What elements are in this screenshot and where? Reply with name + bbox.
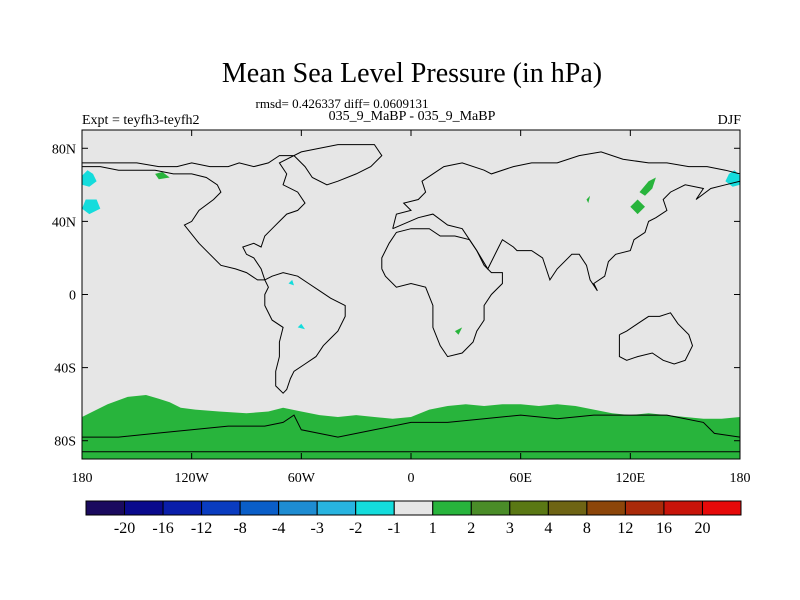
y-tick-label: 0 [69,289,76,304]
y-tick-label: 80S [54,435,76,450]
x-tick-label: 120E [616,471,646,486]
colorbar-swatch [162,500,203,516]
colorbar-swatch [663,500,703,516]
colorbar-label: -16 [152,520,173,537]
colorbar-label: 2 [467,520,475,537]
colorbar-label: -1 [388,520,401,537]
colorbar-swatch [509,500,549,516]
x-tick-label: 60E [509,471,532,486]
colorbar-swatch [470,500,511,516]
colorbar-swatch [355,500,395,516]
colorbar-swatch [201,500,241,516]
colorbar-swatch [85,500,126,516]
coastline-africa [381,228,503,358]
colorbar-label: 1 [429,520,437,537]
chart-right-label: DJF [718,113,742,128]
colorbar-swatch [239,500,280,516]
y-tick-label: 40S [54,362,76,377]
colorbar-label: -2 [349,520,362,537]
speckle-south-america [297,323,305,330]
colorbar-label: -20 [114,520,135,537]
y-tick-label: 80N [52,142,76,157]
chart-stats: rmsd= 0.426337 diff= 0.0609131 [256,96,429,111]
region-north-atlantic-positive [630,199,645,215]
colorbar-label: 12 [617,520,633,537]
region-east-asia-positive [639,177,656,196]
x-tick-label: 180 [730,471,751,486]
colorbar-swatch [432,500,472,516]
colorbar-label: 3 [506,520,514,537]
region-north-pacific-negative-west [82,170,97,187]
colorbar-swatch [624,500,665,516]
colorbar-label: 16 [656,520,672,537]
colorbar-swatch [701,500,742,516]
region-southern-ocean-positive [82,395,740,459]
coastline-eurasia [392,151,740,292]
chart-center-label: 035_9_MaBP - 035_9_MaBP [329,109,496,124]
coastline-antarctica [82,414,740,453]
colorbar: -20 -16 -12 -8 -4 -3 -2 -1 1 2 3 4 8 12 16 20 [85,500,742,537]
colorbar-swatch [586,500,626,516]
colorbar-label: 20 [694,520,710,537]
y-tick-label: 40N [52,215,76,230]
coastline-south-america [264,272,346,394]
y-axis: 80N 40N 0 40S 80S [52,142,740,450]
x-tick-label: 60W [288,471,316,486]
region-pacific-speckle-negative [82,199,101,215]
x-tick-label: 0 [408,471,415,486]
colorbar-label: -8 [233,520,246,537]
coastline-australia [618,312,694,365]
colorbar-label: -4 [272,520,285,537]
region-greenland-positive [155,172,170,180]
colorbar-label: -12 [191,520,212,537]
speckle-andes [288,279,294,286]
chart-left-label: Expt = teyfh3-teyfh2 [82,113,200,128]
chart-title: Mean Sea Level Pressure (in hPa) [222,58,602,89]
colorbar-swatch [547,500,588,516]
colorbar-label: 4 [544,520,552,537]
colorbar-label: 8 [583,520,591,537]
colorbar-label: -3 [311,520,324,537]
x-axis: 180 120W 60W 0 60E 120E 180 [72,130,751,486]
plot-background [82,130,740,459]
coastlines [82,144,740,453]
colorbar-swatch [316,500,357,516]
speckle-asia [586,195,591,204]
x-tick-label: 120W [175,471,210,486]
colorbar-swatch [124,500,164,516]
speckle-west-africa [454,327,463,335]
colorbar-swatch [393,500,434,516]
x-tick-label: 180 [72,471,93,486]
data-fills [82,170,740,459]
colorbar-swatch [278,500,318,516]
coastline-eurasia-americas-north [82,144,383,281]
